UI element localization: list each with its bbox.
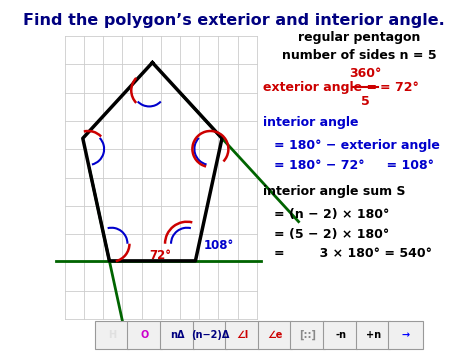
Text: -n: -n xyxy=(335,330,346,340)
FancyBboxPatch shape xyxy=(192,321,227,349)
Text: (n−2)Δ: (n−2)Δ xyxy=(191,330,229,340)
Text: +n: +n xyxy=(365,330,381,340)
Text: H: H xyxy=(108,330,116,340)
Text: 360°: 360° xyxy=(349,66,382,80)
Text: = 180° − exterior angle: = 180° − exterior angle xyxy=(273,139,439,152)
FancyBboxPatch shape xyxy=(258,321,292,349)
Text: interior angle: interior angle xyxy=(263,116,359,129)
Text: →: → xyxy=(402,330,410,340)
Text: ∠e: ∠e xyxy=(268,330,283,340)
Text: regular pentagon: regular pentagon xyxy=(298,31,420,44)
FancyBboxPatch shape xyxy=(291,321,325,349)
Text: number of sides n = 5: number of sides n = 5 xyxy=(282,49,437,62)
Text: interior angle sum S: interior angle sum S xyxy=(263,185,406,198)
Text: nΔ: nΔ xyxy=(170,330,185,340)
FancyBboxPatch shape xyxy=(160,321,194,349)
FancyBboxPatch shape xyxy=(323,321,357,349)
Text: ∠I: ∠I xyxy=(237,330,249,340)
FancyBboxPatch shape xyxy=(388,321,422,349)
Text: = 180° − 72°     = 108°: = 180° − 72° = 108° xyxy=(273,159,434,171)
Text: = (n − 2) × 180°: = (n − 2) × 180° xyxy=(273,208,389,221)
Text: 72°: 72° xyxy=(149,249,171,262)
Text: 108°: 108° xyxy=(203,239,234,251)
Text: Find the polygon’s exterior and interior angle.: Find the polygon’s exterior and interior… xyxy=(23,13,445,28)
Text: [::]: [::] xyxy=(300,330,317,340)
Text: =        3 × 180° = 540°: = 3 × 180° = 540° xyxy=(273,247,432,260)
Text: 5: 5 xyxy=(361,95,370,108)
FancyBboxPatch shape xyxy=(356,321,390,349)
Text: exterior angle =: exterior angle = xyxy=(263,81,382,94)
FancyBboxPatch shape xyxy=(128,321,162,349)
FancyBboxPatch shape xyxy=(95,321,129,349)
Text: O: O xyxy=(141,330,149,340)
Text: = (5 − 2) × 180°: = (5 − 2) × 180° xyxy=(273,228,389,241)
FancyBboxPatch shape xyxy=(225,321,259,349)
Text: = 72°: = 72° xyxy=(380,81,419,94)
